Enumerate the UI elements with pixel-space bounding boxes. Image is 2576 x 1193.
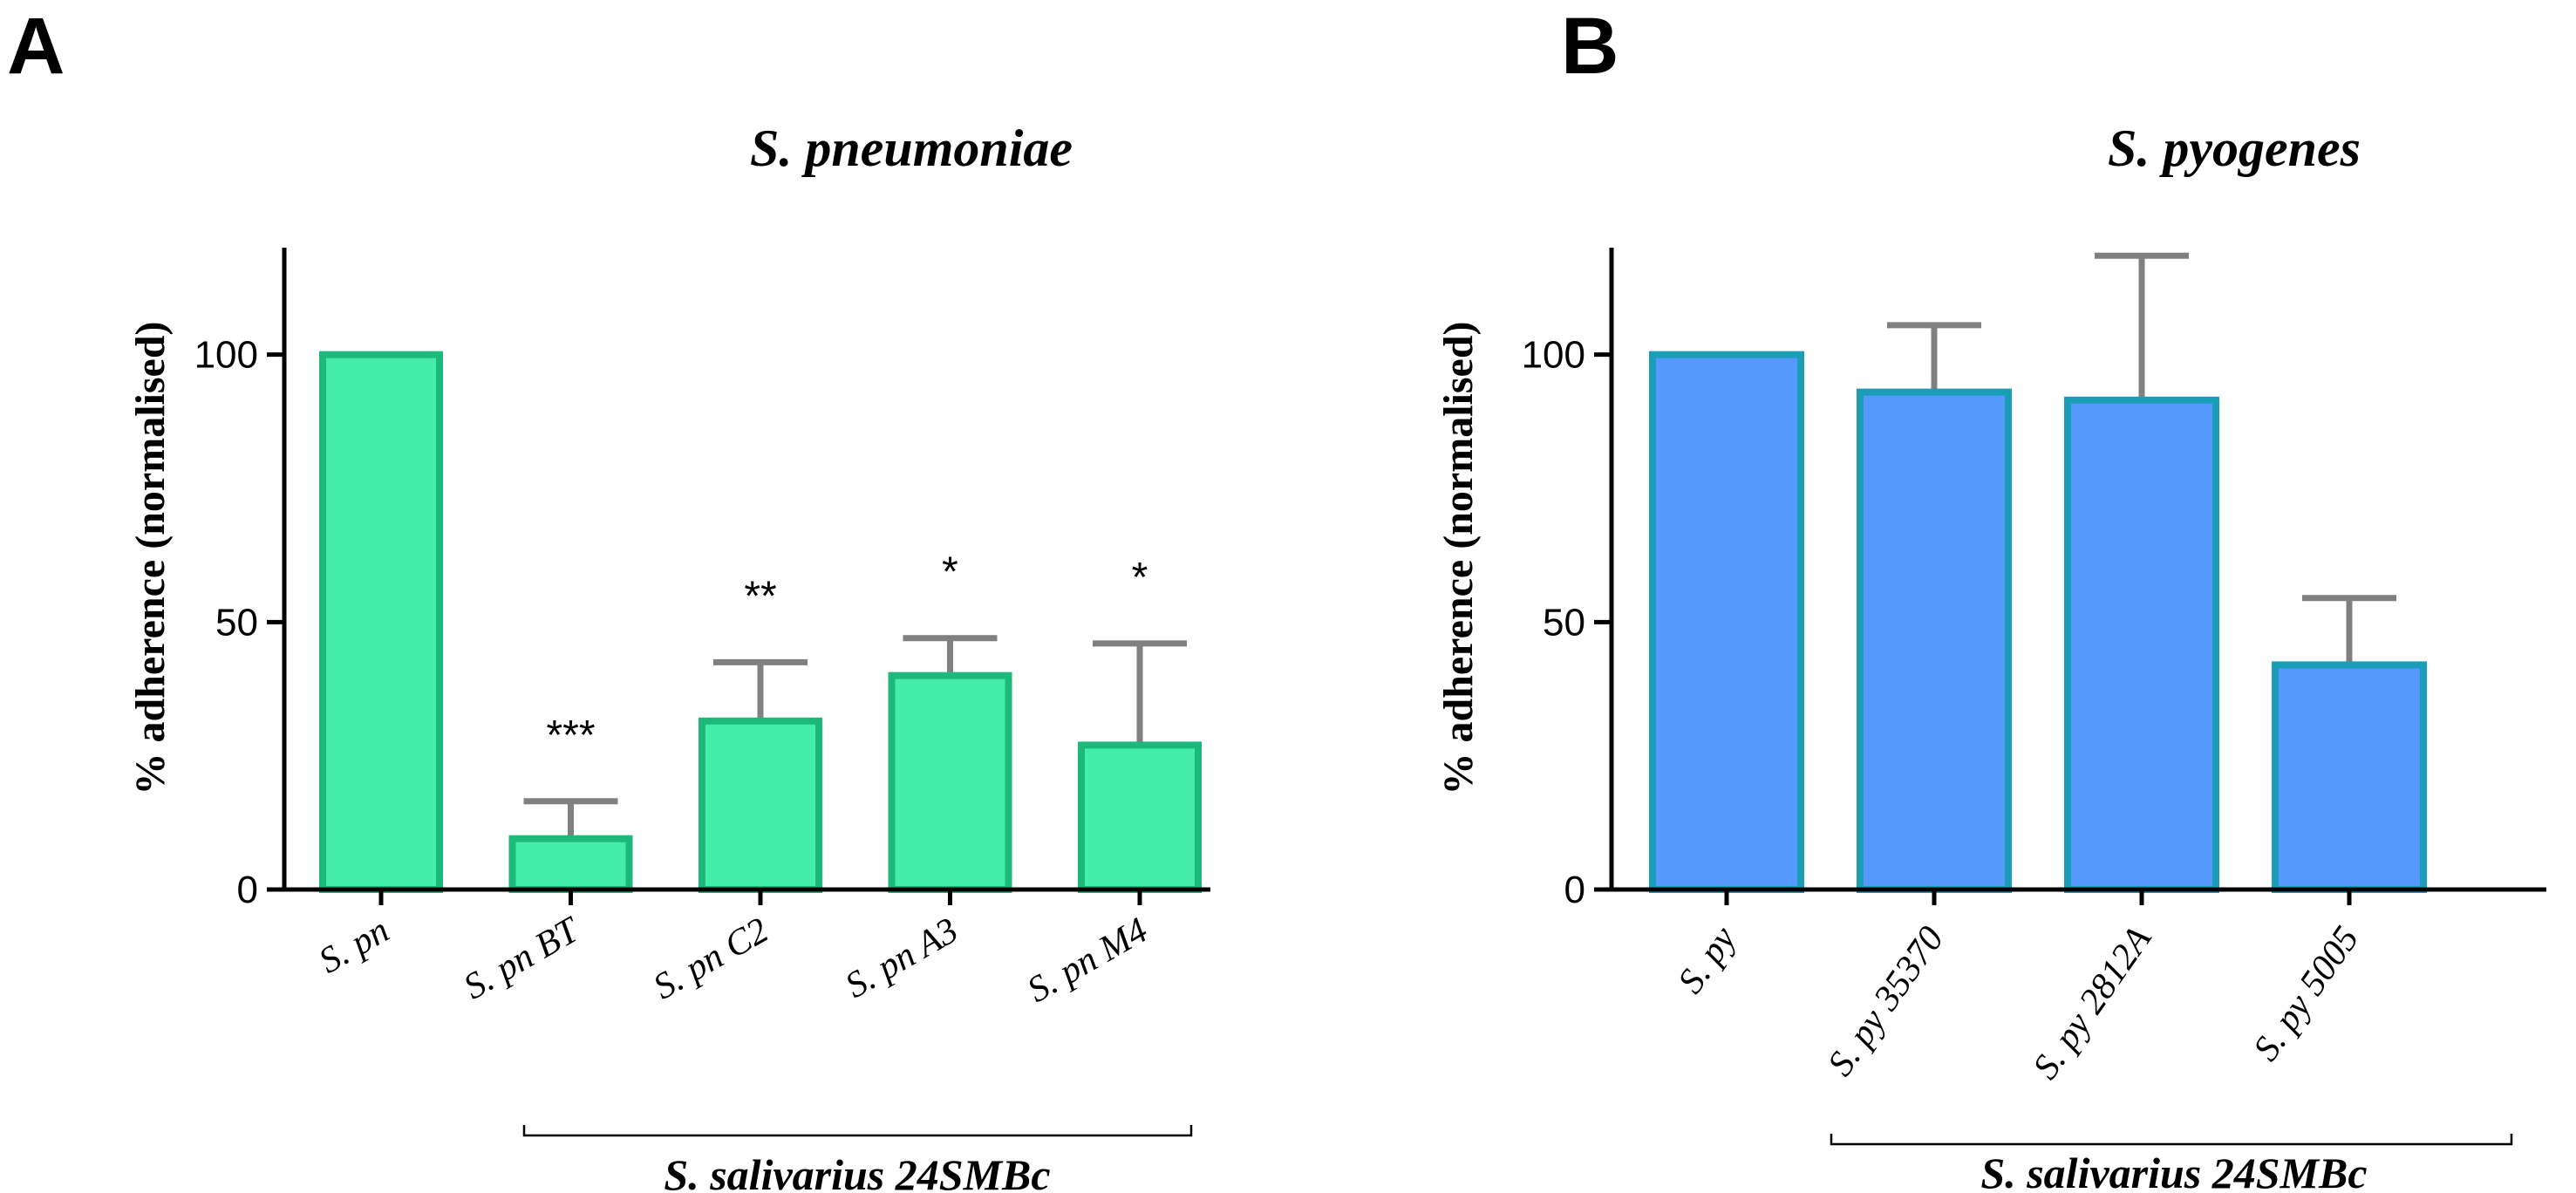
y-tick-label: 0 [237,869,258,911]
y-tick-label: 50 [1543,601,1585,644]
y-axis-label-b: % adherence (normalised) [1435,321,1482,794]
y-tick-label: 100 [1522,334,1585,377]
x-tick-label: S. py 2812A [2026,919,2160,1087]
bar-b-1 [1857,388,2012,894]
significance-label: ** [744,573,776,619]
y-ticks-a: 0 50 100 [194,334,284,911]
error-bars-a [523,635,1187,839]
bar-a-4 [1078,741,1202,894]
bar-b-3 [2272,661,2427,894]
bar-b-0 [1649,351,1804,893]
panel-b: B S. pyogenes % adherence (normalised) 0… [1435,2,2546,1193]
significance-label: *** [546,712,595,759]
significance-label: * [1132,555,1148,601]
x-tick-label: S. pn M4 [1021,910,1155,1011]
group-label-b: S. salivarius 24SMBc [1980,1149,2367,1193]
axes-a [282,248,1210,892]
chart-title-a: S. pneumoniae [750,119,1073,177]
group-label-a: S. salivarius 24SMBc [664,1150,1050,1193]
x-tick-label: S. py 5005 [2245,919,2367,1068]
x-tick-label: S. pn [312,910,396,982]
bar-b-2 [2064,396,2219,893]
bars-a [319,351,1202,894]
bar-a-1 [508,835,633,894]
chart-title-b: S. pyogenes [2108,119,2361,177]
axes-b [1609,248,2546,892]
x-tick-label: S. pn A3 [839,910,965,1006]
bars-b [1649,351,2427,894]
y-axis-label-a: % adherence (normalised) [127,321,174,794]
significance-labels-a: ****** * [546,549,1148,759]
x-ticks-a: S. pn S. pn BT S. pn C2 S. pn A3 S. pn M4 [312,890,1155,1011]
group-bracket-b [1830,1134,2513,1146]
y-tick-label: 0 [1564,869,1585,911]
y-tick-label: 50 [215,601,258,644]
panel-letter-a: A [7,2,65,91]
y-ticks-b: 0 50 100 [1522,334,1612,911]
significance-label: * [942,549,958,596]
x-tick-label: S. py 35370 [1820,919,1952,1083]
x-tick-label: S. py [1671,919,1745,1001]
x-ticks-b: S. py S. py 35370 S. py 2812A S. py 5005 [1671,890,2367,1087]
x-tick-label: S. pn BT [457,910,588,1008]
bar-a-0 [319,351,443,893]
bar-a-2 [699,717,822,893]
error-bars-b [1887,252,2396,665]
group-bracket-a [522,1125,1193,1137]
bar-a-3 [888,671,1012,894]
y-tick-label: 100 [194,334,258,377]
panel-letter-b: B [1561,2,1619,91]
x-tick-label: S. pn C2 [647,910,775,1008]
panel-a: A S. pneumoniae % adherence (normalised)… [7,2,1210,1193]
